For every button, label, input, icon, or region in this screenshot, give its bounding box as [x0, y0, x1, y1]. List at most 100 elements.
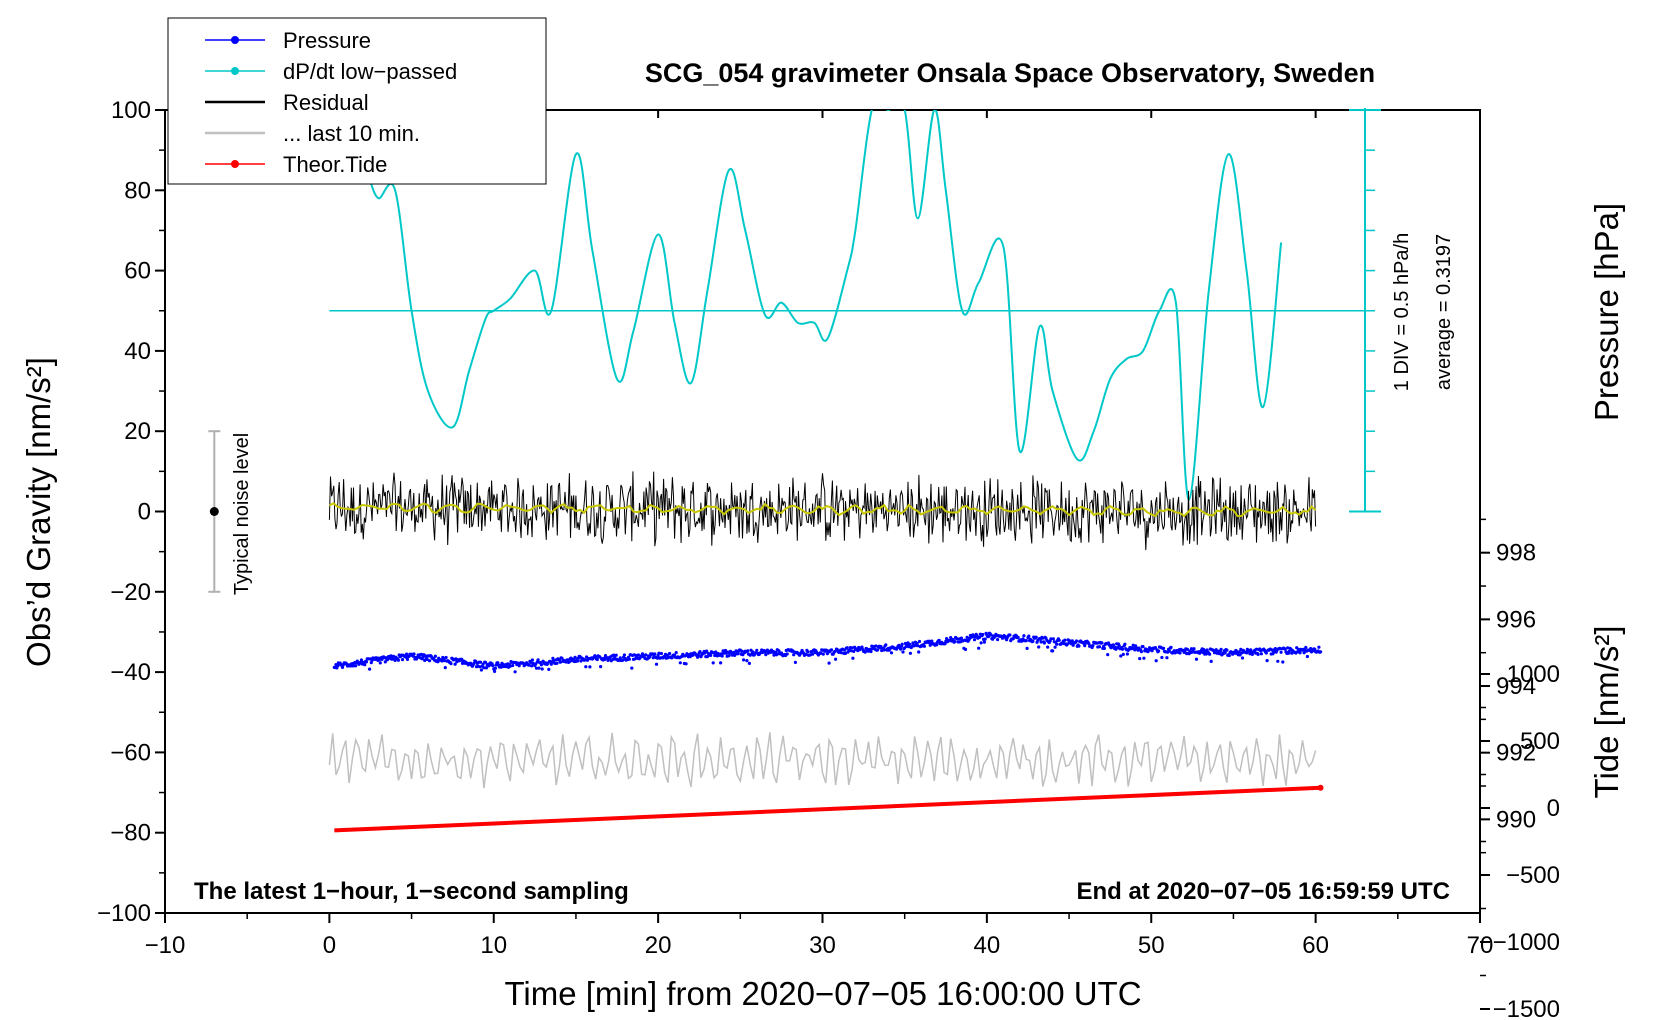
pressure-tick-label: 996: [1496, 606, 1536, 633]
pressure-point: [850, 646, 854, 650]
pressure-point: [755, 648, 759, 652]
pressure-point: [513, 670, 517, 674]
pressure-point: [1119, 654, 1123, 658]
pressure-point: [499, 665, 503, 669]
pressure-point: [899, 647, 903, 651]
pressure-point: [588, 665, 592, 669]
pressure-point: [1083, 644, 1087, 648]
pressure-point: [915, 641, 919, 645]
pressure-point: [540, 667, 544, 671]
y-tick-label: 20: [124, 418, 151, 445]
pressure-point: [901, 650, 905, 654]
pressure-point: [982, 640, 987, 644]
pressure-point: [975, 634, 979, 638]
pressure-point: [1256, 652, 1260, 657]
pressure-point: [558, 660, 562, 664]
pressure-point: [698, 650, 702, 654]
pressure-point: [622, 653, 627, 657]
pressure-point: [539, 663, 544, 667]
pressure-point: [364, 660, 368, 664]
pressure-point: [821, 652, 825, 656]
pressure-point: [1057, 638, 1061, 642]
pressure-point: [1254, 647, 1259, 651]
pressure-point: [792, 653, 796, 657]
pressure-point: [927, 639, 931, 643]
pressure-point: [678, 661, 682, 665]
pressure-point: [963, 647, 968, 652]
pressure-point: [479, 668, 483, 672]
pressure-point: [1264, 651, 1268, 655]
pressure-point: [453, 662, 457, 666]
pressure-point: [1281, 660, 1285, 664]
pressure-point: [869, 649, 873, 654]
pressure-point: [870, 644, 874, 648]
pressure-point: [1165, 656, 1169, 660]
y-tick-label: −80: [110, 820, 151, 847]
pressure-point: [404, 655, 408, 659]
pressure-point: [621, 658, 625, 662]
x-tick-label: 40: [974, 932, 1001, 959]
pressure-point: [736, 652, 740, 656]
pressure-point: [1042, 641, 1046, 645]
pressure-point: [683, 654, 687, 658]
y-tick-label: 60: [124, 258, 151, 285]
pressure-point: [1270, 648, 1274, 652]
pressure-point: [1154, 659, 1158, 663]
x-tick-label: 50: [1138, 932, 1165, 959]
pressure-point: [674, 651, 678, 655]
x-tick-label: 30: [809, 932, 836, 959]
last-10min-series-line: [328, 732, 1317, 789]
pressure-point: [1219, 647, 1223, 651]
pressure-point: [433, 654, 437, 658]
pressure-point: [627, 657, 632, 661]
pressure-point: [1031, 639, 1035, 643]
pressure-point: [668, 651, 672, 656]
pressure-point: [1214, 648, 1218, 652]
pressure-point: [657, 651, 661, 655]
pressure-point: [653, 652, 657, 656]
pressure-point: [1039, 640, 1043, 644]
pressure-point: [584, 665, 588, 669]
pressure-point: [449, 662, 453, 666]
pressure-point: [1227, 653, 1231, 658]
pressure-point: [1194, 657, 1199, 661]
pressure-point: [1286, 646, 1290, 650]
tide-end-point: [1317, 784, 1324, 791]
pressure-point: [709, 653, 713, 658]
y-tick-label: −20: [110, 579, 151, 606]
pressure-point: [583, 658, 587, 662]
tide-tick-label: 500: [1520, 728, 1560, 755]
pressure-point: [1237, 650, 1241, 654]
pressure-point: [949, 636, 953, 640]
pressure-point: [1217, 652, 1222, 656]
pressure-series: [332, 631, 1323, 674]
pressure-point: [1051, 637, 1055, 641]
pressure-point: [1123, 642, 1127, 646]
pressure-point: [1025, 646, 1029, 651]
pressure-point: [1022, 634, 1026, 638]
pressure-point: [1063, 638, 1067, 642]
pressure-point: [1302, 651, 1306, 655]
legend-label: Residual: [283, 90, 369, 115]
pressure-point: [684, 662, 688, 666]
y-axis-title: Obs’d Gravity [nm/s²]: [20, 357, 57, 667]
sampling-annotation: The latest 1−hour, 1−second sampling: [194, 878, 629, 905]
pressure-point: [636, 653, 641, 657]
pressure-point: [369, 661, 373, 665]
tide-tick-label: 0: [1547, 795, 1560, 822]
pressure-point: [981, 632, 985, 637]
legend-label: ... last 10 min.: [283, 121, 420, 146]
pressure-point: [965, 635, 969, 640]
pressure-point: [1153, 646, 1157, 650]
pressure-point: [1190, 650, 1194, 654]
pressure-point: [889, 651, 894, 655]
pressure-point: [386, 657, 390, 662]
pressure-point: [1024, 639, 1028, 643]
pressure-point: [742, 658, 746, 662]
pressure-point: [1167, 649, 1171, 653]
pressure-point: [614, 653, 618, 657]
pressure-point: [595, 657, 599, 662]
pressure-point: [1162, 646, 1166, 650]
pressure-point: [825, 652, 830, 656]
pressure-point: [983, 637, 987, 641]
